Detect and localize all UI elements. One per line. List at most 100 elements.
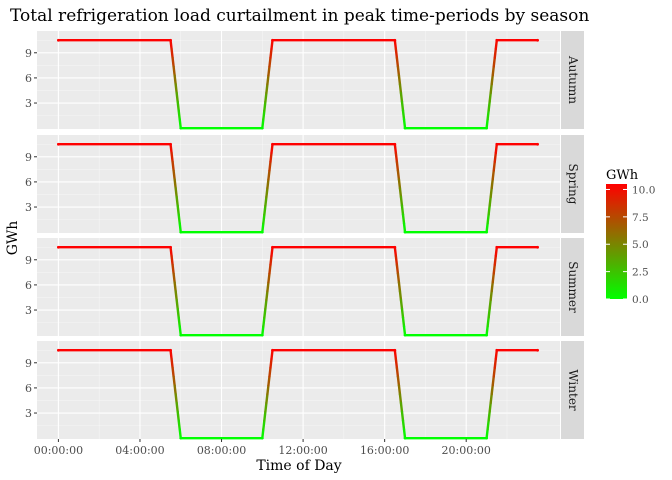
data-point	[393, 38, 397, 42]
data-point	[495, 348, 499, 352]
series-line-segment	[177, 419, 181, 431]
data-point	[393, 348, 397, 352]
legend-tick-label: 0.0	[632, 294, 649, 306]
series-line-segment	[170, 357, 174, 370]
x-axis: 00:00:00 04:00:00 08:00:00 12:00:00 16:00:00…	[34, 439, 491, 457]
series-line-segment	[169, 246, 173, 258]
data-point	[393, 142, 397, 146]
series-line-segment	[399, 91, 404, 103]
series-line-segment	[492, 263, 496, 275]
y-tick-label: 9	[25, 151, 32, 164]
series-line-segment	[395, 160, 400, 172]
series-line-segment	[263, 204, 267, 216]
x-tick-label: 00:00:00	[34, 444, 83, 457]
data-point	[179, 436, 183, 440]
series-line-segment	[266, 281, 270, 293]
x-tick-label: 08:00:00	[197, 444, 246, 457]
series-line-segment	[402, 118, 407, 130]
series-line-segment	[393, 246, 398, 258]
series-line-segment	[171, 56, 175, 68]
x-tick-label: 04:00:00	[115, 444, 164, 457]
series-line-segment	[394, 357, 399, 370]
series-line-segment	[169, 39, 173, 51]
data-point	[260, 333, 264, 337]
series-line-segment	[492, 160, 496, 172]
series-line-segment	[487, 204, 491, 216]
series-line-segment	[393, 349, 398, 361]
data-point	[403, 333, 407, 337]
series-line-segment	[174, 82, 178, 95]
series-line-segment	[169, 349, 173, 361]
series-line-segment	[172, 169, 176, 181]
data-point	[179, 333, 183, 337]
series-line-segment	[268, 366, 272, 378]
series-line-segment	[264, 298, 268, 310]
facet-strip	[561, 31, 584, 129]
series-line-segment	[493, 357, 497, 370]
series-line-segment	[174, 289, 178, 302]
series-line-segment	[400, 410, 405, 422]
data-point	[169, 142, 172, 146]
series-line-segment	[262, 213, 266, 225]
data-point	[271, 348, 274, 352]
panel-background	[37, 135, 560, 233]
series-line-segment	[269, 47, 273, 60]
series-line-segment	[493, 254, 497, 267]
series-line-segment	[178, 325, 182, 337]
series-line-segment	[172, 375, 176, 387]
data-point	[169, 245, 172, 249]
panel-background	[37, 31, 560, 129]
series-line-segment	[266, 384, 270, 396]
facet-strip-label: Spring	[566, 164, 580, 205]
series-line-segment	[401, 213, 406, 225]
y-tick-label: 6	[25, 176, 32, 189]
facet-strip-label: Autumn	[566, 55, 580, 104]
series-line-segment	[486, 316, 490, 328]
data-point	[260, 230, 264, 234]
facet-strip	[561, 135, 584, 233]
series-line-segment	[485, 222, 489, 234]
series-line-segment	[492, 56, 496, 68]
data-point	[57, 142, 60, 146]
facet-panels: 3 6 9 Autumn 3 6 9 Spring 3 6 9 Summer 3 6 9 Winter	[25, 31, 584, 440]
data-point	[393, 245, 397, 249]
series-line-segment	[269, 357, 273, 370]
y-tick-label: 3	[25, 201, 32, 214]
series-line-segment	[396, 169, 401, 181]
series-line-segment	[270, 349, 274, 361]
data-point	[169, 38, 172, 42]
data-point	[169, 348, 172, 352]
series-line-segment	[397, 281, 402, 293]
series-line-segment	[267, 375, 271, 387]
series-line-segment	[262, 109, 266, 121]
series-line-segment	[490, 384, 494, 396]
series-line-segment	[171, 263, 175, 275]
data-point	[485, 333, 488, 337]
series-line-segment	[263, 100, 267, 112]
data-point	[495, 245, 499, 249]
series-line-segment	[494, 143, 498, 155]
y-tick-label: 9	[25, 47, 32, 60]
facet-strip-label: Summer	[566, 261, 580, 313]
series-line-segment	[270, 246, 274, 258]
panel-background	[37, 341, 560, 439]
series-line-segment	[265, 289, 269, 302]
x-tick-label: 12:00:00	[278, 444, 327, 457]
series-line-segment	[401, 419, 406, 431]
series-line-segment	[264, 91, 268, 103]
series-line-segment	[175, 401, 179, 413]
series-line-segment	[488, 195, 492, 207]
series-line-segment	[262, 316, 266, 328]
chart-title: Total refrigeration load curtailment in …	[10, 6, 589, 26]
series-line-segment	[400, 204, 405, 216]
series-line-segment	[268, 160, 272, 172]
series-line-segment	[490, 281, 494, 293]
series-line-segment	[174, 392, 178, 405]
series-line-segment	[395, 366, 400, 378]
series-line-segment	[176, 307, 180, 319]
series-line-segment	[402, 428, 407, 440]
series-line-segment	[269, 151, 273, 164]
legend-tick-label: 2.5	[632, 267, 649, 279]
data-point	[485, 436, 488, 440]
series-line-segment	[402, 222, 407, 234]
